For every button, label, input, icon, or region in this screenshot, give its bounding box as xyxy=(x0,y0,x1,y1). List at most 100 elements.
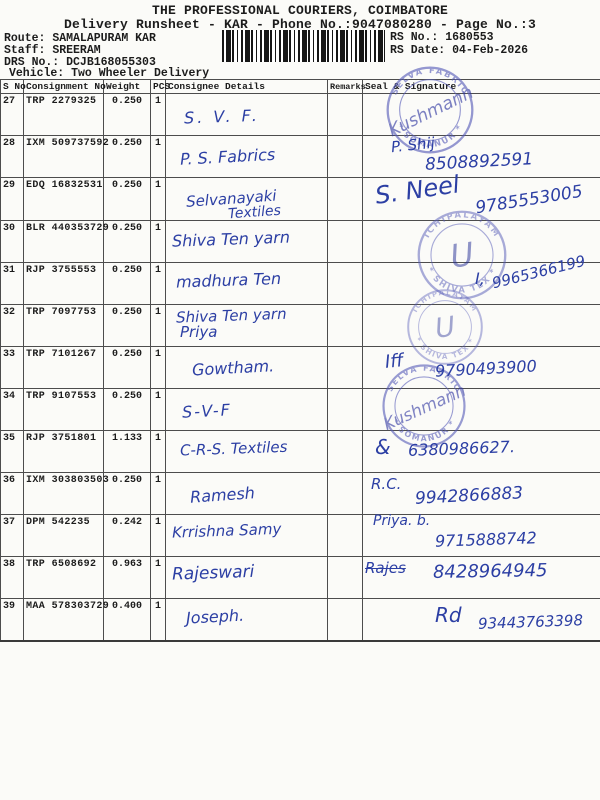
remarks-cell xyxy=(327,556,363,600)
sno-cell: 28 xyxy=(0,135,24,178)
table-row: 35 RJP 3751801 1.133 1 C-R-S. Textiles &… xyxy=(0,430,600,474)
rs-no-label: RS No.: xyxy=(390,31,439,44)
col-pcs: PCS xyxy=(150,79,170,94)
table-row: 34 TRP 9107553 0.250 1 S-V-F xyxy=(0,388,600,432)
col-seal: Seal & Signature xyxy=(362,79,600,94)
col-weight: Weight xyxy=(103,79,151,94)
sno-cell: 35 xyxy=(0,430,24,474)
weight-cell: 0.250 xyxy=(103,304,151,348)
table-row: 31 RJP 3755553 0.250 1 madhura Ten I, 99… xyxy=(0,252,600,306)
consignment-cell: TRP 7101267 xyxy=(23,346,104,390)
consignee-handwriting: Krrishna Samy xyxy=(171,520,282,543)
sno-cell: 34 xyxy=(0,388,24,432)
signature-cell: & 6380986627. xyxy=(362,430,600,474)
col-remarks: Remarks xyxy=(327,79,366,94)
table-row: 27 TRP 2279325 0.250 1 S. V. F. xyxy=(0,93,600,136)
route-value: SAMALAPURAM KAR xyxy=(52,32,156,45)
vehicle-line: Vehicle: Two Wheeler Delivery xyxy=(9,67,209,80)
remarks-cell xyxy=(327,304,363,348)
phone-handwriting: 9942866883 xyxy=(414,483,524,510)
table-row: 37 DPM 542235 0.242 1 Krrishna Samy Priy… xyxy=(0,513,600,558)
consignee-handwriting: Gowtham. xyxy=(191,356,275,380)
pcs-cell: 1 xyxy=(150,93,166,136)
weight-cell: 0.250 xyxy=(103,262,151,306)
staff-line: Staff: SREERAM xyxy=(4,44,101,57)
signature-handwriting: P. Shij xyxy=(390,133,436,157)
consignment-cell: IXM 303803503 xyxy=(23,472,109,516)
consignee-cell: madhura Ten xyxy=(165,262,328,306)
runsheet-table: S No Consignment No Weight PCS Consignee… xyxy=(0,79,600,642)
phone-handwriting: 8428964945 xyxy=(432,560,548,584)
consignee-cell: Ramesh xyxy=(165,472,328,516)
sno-cell: 27 xyxy=(0,93,24,136)
weight-cell: 0.250 xyxy=(103,220,151,264)
consignee-handwriting: C-R-S. Textiles xyxy=(179,438,288,460)
weight-cell: 0.250 xyxy=(103,346,151,390)
remarks-cell xyxy=(327,135,363,178)
weight-cell: 0.250 xyxy=(103,388,151,432)
pcs-cell: 1 xyxy=(150,472,166,516)
consignment-cell: RJP 3751801 xyxy=(23,430,104,474)
weight-cell: 0.250 xyxy=(103,176,151,222)
consignee-cell: Krrishna Samy xyxy=(165,514,328,558)
rs-no-line: RS No.: 1680553 xyxy=(390,31,494,44)
consignment-cell: RJP 3755553 xyxy=(23,262,104,306)
sno-cell: 39 xyxy=(0,598,24,642)
sno-cell: 33 xyxy=(0,346,24,390)
barcode-icon xyxy=(222,30,385,62)
signature-handwriting: Iff xyxy=(383,350,405,374)
route-label: Route: xyxy=(4,32,46,45)
remarks-cell xyxy=(327,598,363,642)
consignee-cell: Gowtham. xyxy=(165,346,328,390)
vehicle-label: Vehicle: xyxy=(9,67,65,80)
remarks-cell xyxy=(327,388,363,432)
vehicle-value: Two Wheeler Delivery xyxy=(71,67,210,80)
remarks-cell xyxy=(327,472,363,516)
col-consignment: Consignment No xyxy=(23,79,106,94)
table-row: 33 TRP 7101267 0.250 1 Gowtham. Iff 9790… xyxy=(0,346,600,390)
consignee-cell: S-V-F xyxy=(165,388,328,432)
consignee-handwriting: S-V-F xyxy=(181,400,233,423)
sno-cell: 38 xyxy=(0,556,24,600)
consignee-cell: Selvanayaki Textiles xyxy=(165,176,328,222)
signature-handwriting: R.C. xyxy=(371,475,402,494)
signature-handwriting: Priya. b. xyxy=(373,513,431,530)
consignee-handwriting: P. S. Fabrics xyxy=(179,144,276,169)
sno-cell: 30 xyxy=(0,220,24,264)
signature-cell xyxy=(362,304,600,348)
remarks-cell xyxy=(327,262,363,306)
col-sno: S No xyxy=(0,79,26,94)
drs-label: DRS No.: xyxy=(4,56,60,69)
pcs-cell: 1 xyxy=(150,220,166,264)
consignment-cell: MAA 578303729 xyxy=(23,598,109,642)
consignment-cell: TRP 6508692 xyxy=(23,556,104,600)
consignee-handwriting: Joseph. xyxy=(185,606,245,629)
remarks-cell xyxy=(327,220,363,264)
pcs-cell: 1 xyxy=(150,346,166,390)
phone-handwriting: 93443763398 xyxy=(477,611,584,634)
sno-cell: 31 xyxy=(0,262,24,306)
signature-handwriting: Rajes xyxy=(365,559,406,578)
consignee-handwriting: Ramesh xyxy=(189,483,256,508)
remarks-cell xyxy=(327,514,363,558)
pcs-cell: 1 xyxy=(150,135,166,178)
phone-handwriting: 6380986627. xyxy=(407,437,516,461)
rs-date-line: RS Date: 04-Feb-2026 xyxy=(390,44,528,57)
signature-cell: P. Shij 8508892591 xyxy=(362,133,600,178)
pcs-cell: 1 xyxy=(150,262,166,306)
phone-handwriting: 9715888742 xyxy=(434,528,538,552)
sno-cell: 29 xyxy=(0,176,24,222)
remarks-cell xyxy=(327,430,363,474)
signature-cell: Rajes 8428964945 xyxy=(362,556,600,600)
remarks-cell xyxy=(327,93,363,136)
pcs-cell: 1 xyxy=(150,514,166,558)
signature-cell xyxy=(362,93,600,136)
table-row: 39 MAA 578303729 0.400 1 Joseph. Rd 9344… xyxy=(0,598,600,642)
table-row: 30 BLR 440353729 0.250 1 Shiva Ten yarn xyxy=(0,220,600,264)
signature-handwriting: & xyxy=(375,435,391,460)
consignment-cell: BLR 440353729 xyxy=(23,220,109,264)
signature-handwriting: I, xyxy=(475,269,485,289)
pcs-cell: 1 xyxy=(150,388,166,432)
remarks-cell xyxy=(327,176,363,222)
